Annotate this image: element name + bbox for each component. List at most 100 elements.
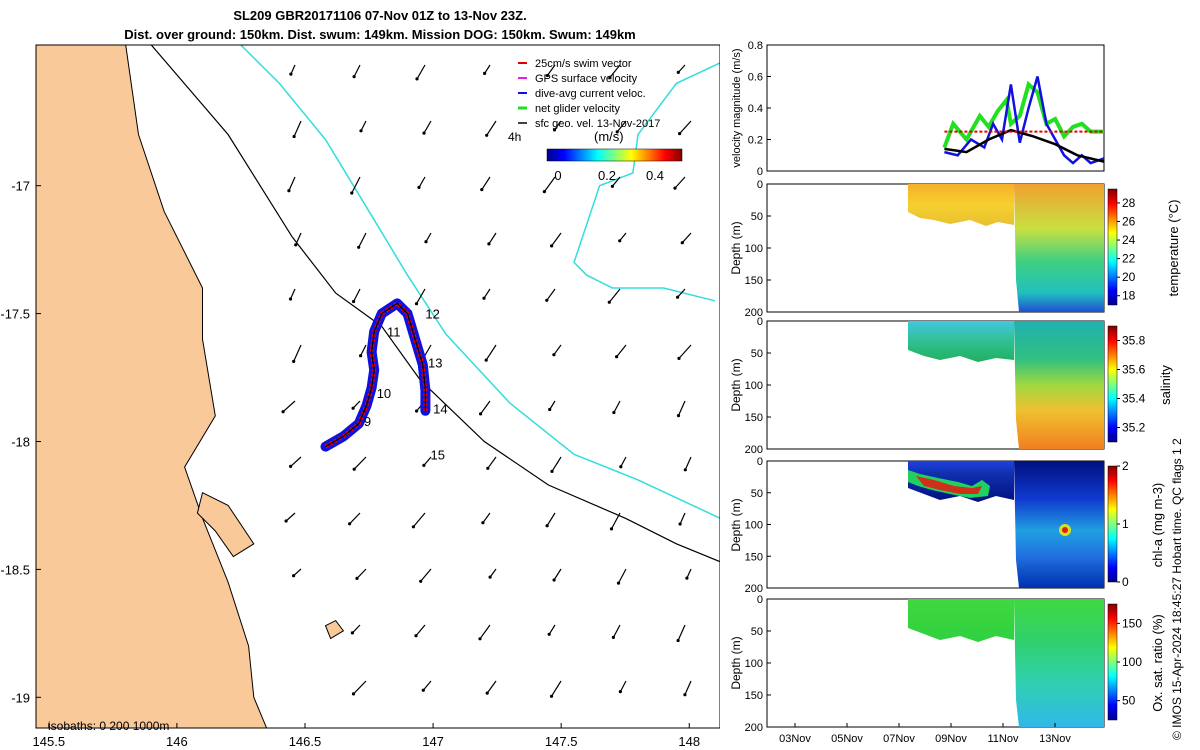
day-label: 11 xyxy=(387,325,401,340)
velocity-arrow xyxy=(551,232,562,247)
map-x-tick-label: 146 xyxy=(166,734,188,749)
velocity-arrow xyxy=(351,176,361,194)
temperature-colorbar xyxy=(1107,188,1118,306)
colorbar-tick-label: 18 xyxy=(1122,289,1136,303)
velocity-arrow xyxy=(677,288,686,298)
temperature-colorbar-ticks: 18 20 22 24 26 28 xyxy=(1117,196,1136,303)
colorbar-tick-label: 20 xyxy=(1122,270,1136,284)
legend-swim: 25cm/s swim vector xyxy=(535,58,632,70)
time-tick-label: 03Nov xyxy=(779,733,811,745)
velocity-arrow xyxy=(488,232,497,245)
velocity-arrow xyxy=(416,64,426,80)
velocity-arrow-head xyxy=(676,295,680,299)
velocity-y-tick-label: 0 xyxy=(757,166,763,178)
velocity-y-tick-label: 0.8 xyxy=(748,40,763,52)
depth-tick-label: 200 xyxy=(745,722,763,734)
velocity-arrow-head xyxy=(422,131,426,135)
map-panel: 9 10 11 12 13 14 15 145.5 146 146.5 147 147.5 148 -… xyxy=(0,44,720,749)
velocity-ylabel: velocity magnitude (m/s) xyxy=(731,48,743,167)
chla-bloom-core xyxy=(916,476,982,494)
velocity-arrow xyxy=(609,64,621,78)
legend-net: net glider velocity xyxy=(535,103,620,115)
velocity-arrow-head xyxy=(359,354,363,358)
time-tick-label: 07Nov xyxy=(883,733,915,745)
velocity-arrow xyxy=(358,232,367,248)
velocity-arrow xyxy=(423,456,432,466)
velocity-arrow-head xyxy=(479,412,483,416)
velocity-y-tick-label: 0.4 xyxy=(748,103,763,115)
depth-tick-label: 200 xyxy=(745,583,763,595)
velocity-arrow-head xyxy=(676,638,680,643)
velocity-arrow xyxy=(293,120,302,137)
time-tick-label: 05Nov xyxy=(831,733,863,745)
depth-tick-label: 0 xyxy=(757,594,763,606)
velocity-arrow-head xyxy=(485,691,489,695)
velocity-arrow-head xyxy=(478,637,482,641)
velocity-arrow xyxy=(684,456,692,471)
velocity-arrow-head xyxy=(547,632,551,636)
velocity-arrow-head xyxy=(488,575,492,579)
figure-title-line-2: Dist. over ground: 150km. Dist. swum: 14… xyxy=(124,27,636,42)
velocity-arrow xyxy=(485,344,497,361)
velocity-arrow-head xyxy=(487,242,491,246)
chla-depth-label: Depth (m) xyxy=(729,498,743,551)
legend-lag: 4h xyxy=(508,130,521,144)
velocity-arrow-head xyxy=(292,359,296,363)
colorbar-tick-label: 1 xyxy=(1122,517,1129,531)
depth-tick-label: 0 xyxy=(757,179,763,191)
chla-colorbar-ticks: 0 1 2 xyxy=(1117,459,1129,589)
velocity-arrow xyxy=(282,400,296,413)
temperature-depth-label: Depth (m) xyxy=(729,221,743,274)
colorbar-tick-label: 35.4 xyxy=(1122,392,1146,406)
map-y-tick-label: -17.5 xyxy=(0,307,30,322)
depth-tick-label: 150 xyxy=(745,275,763,287)
velocity-arrow-head xyxy=(486,466,490,470)
velocity-arrow xyxy=(351,624,361,634)
velocity-arrow xyxy=(549,400,556,410)
velocity-arrow-head xyxy=(615,130,619,134)
depth-tick-label: 50 xyxy=(751,626,763,638)
colorbar-tick-2: 0.4 xyxy=(646,168,664,183)
figure-title-line-1: SL209 GBR20171106 07-Nov 01Z to 13-Nov 2… xyxy=(233,8,527,23)
velocity-arrow xyxy=(679,512,686,525)
imos-credit: © IMOS 15-Apr-2024 18:45:27 Hobart time.… xyxy=(1170,438,1184,740)
velocity-arrow xyxy=(546,512,556,527)
velocity-arrow-head xyxy=(552,353,556,357)
velocity-arrow-head xyxy=(485,133,489,137)
velocity-arrow-head xyxy=(616,581,621,585)
map-x-tick-label: 147 xyxy=(422,734,444,749)
velocity-arrow-head xyxy=(359,129,363,133)
salinity-depth-label: Depth (m) xyxy=(729,358,743,411)
velocity-arrow xyxy=(290,456,302,467)
velocity-arrow xyxy=(290,64,296,75)
map-y-tick-label: -18.5 xyxy=(0,562,30,577)
velocity-arrow-head xyxy=(545,524,549,528)
velocity-arrow-head xyxy=(676,414,681,418)
velocity-arrow xyxy=(482,512,491,524)
colorbar-tick-label: 24 xyxy=(1122,233,1136,247)
salinity-colorbar-label: salinity xyxy=(1158,365,1173,405)
velocity-arrow xyxy=(553,568,562,581)
colorbar-tick-label: 50 xyxy=(1122,694,1136,708)
velocity-series xyxy=(942,76,1105,165)
velocity-arrow xyxy=(353,456,367,470)
velocity-arrow-head xyxy=(292,134,296,139)
velocity-arrow xyxy=(293,568,302,577)
legend-diveavg: dive-avg current veloc. xyxy=(535,88,646,100)
velocity-arrow xyxy=(484,64,491,74)
day-labels: 9 10 11 12 13 14 15 xyxy=(364,307,448,463)
velocity-y-tick-label: 0.2 xyxy=(748,135,763,147)
day-label: 14 xyxy=(433,401,447,416)
velocity-arrow-head xyxy=(348,522,352,526)
map-x-tick-label: 148 xyxy=(678,734,700,749)
temperature-deep-field xyxy=(1014,184,1104,312)
time-x-ticks: 03Nov 05Nov 07Nov 09Nov 11Nov 13Nov xyxy=(779,723,1071,745)
velocity-arrow xyxy=(554,120,562,131)
temperature-colorbar-label: temperature (°C) xyxy=(1166,200,1181,297)
depth-tick-label: 50 xyxy=(751,488,763,500)
velocity-arrow xyxy=(412,512,426,528)
velocity-arrow-head xyxy=(680,241,684,245)
velocity-series-line xyxy=(944,128,1105,163)
colorbar-tick-label: 35.2 xyxy=(1122,421,1146,435)
day-label: 10 xyxy=(377,386,391,401)
